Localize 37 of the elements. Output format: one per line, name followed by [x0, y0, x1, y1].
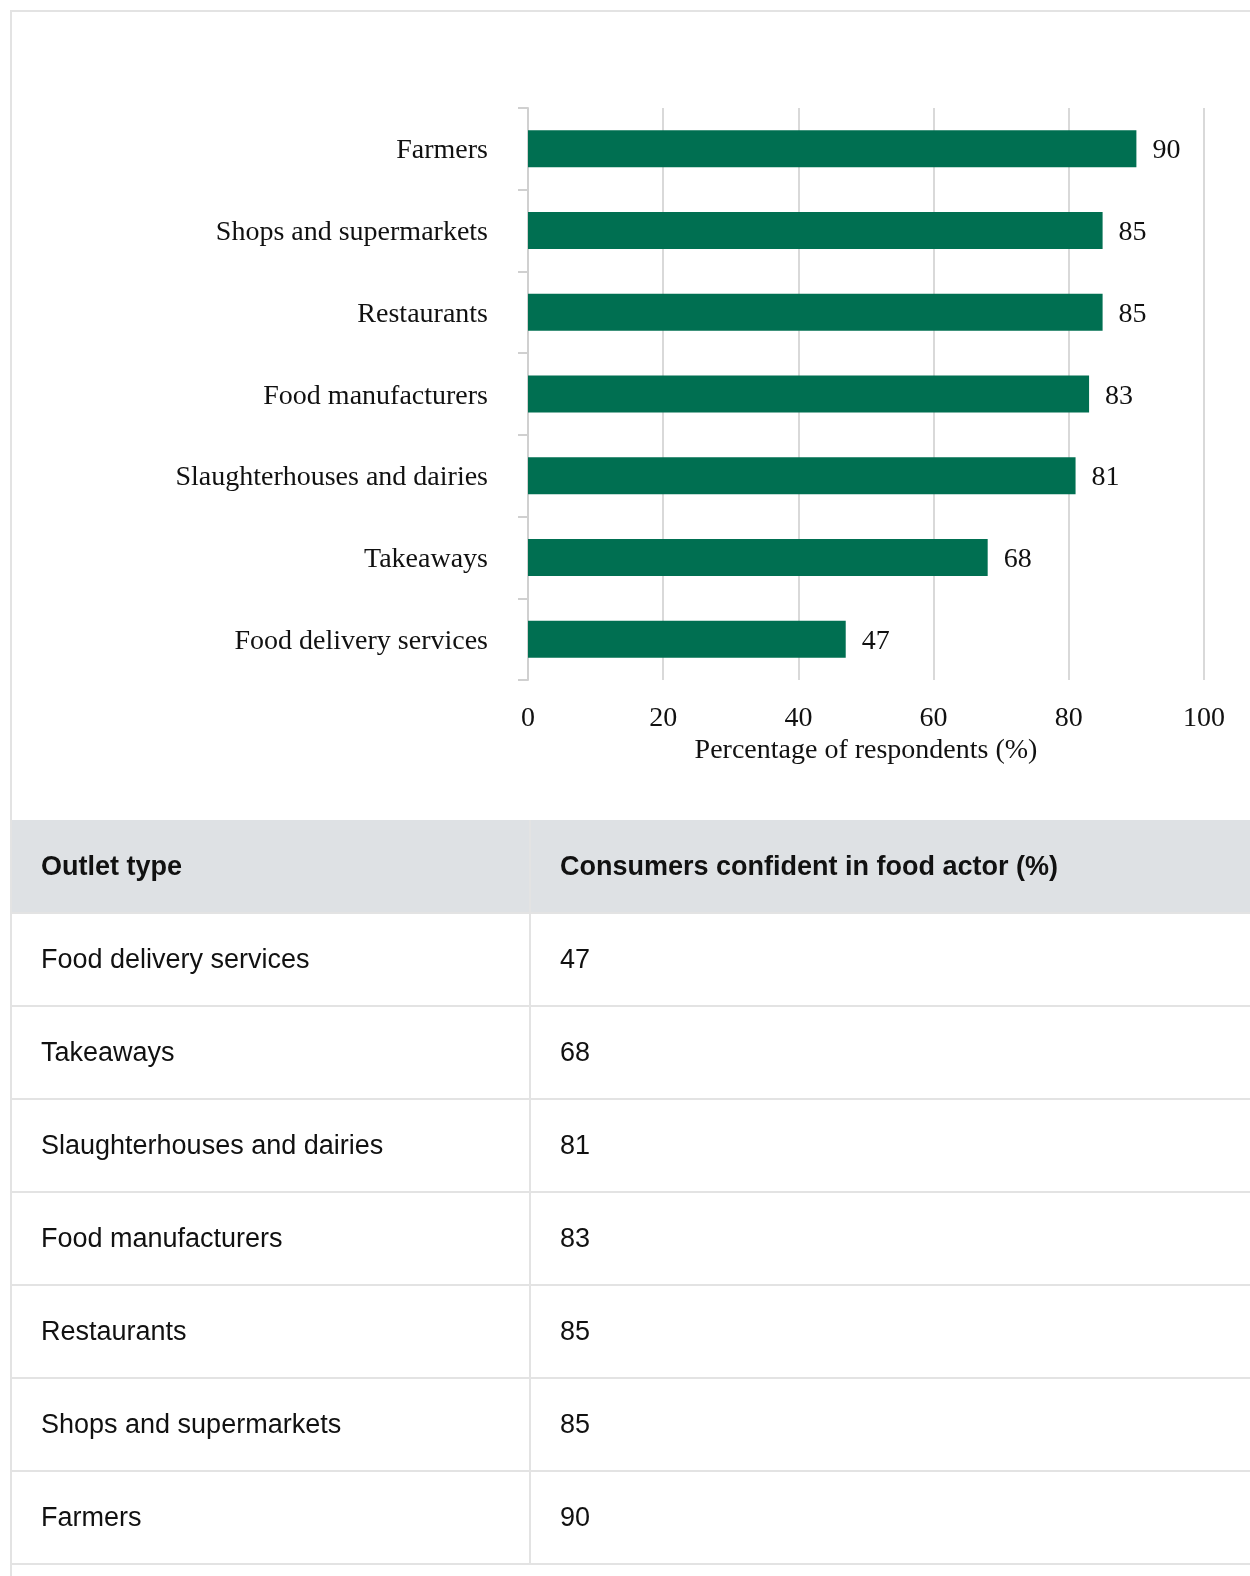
- data-label: 68: [530, 1006, 1250, 1099]
- y-tick-label: Shops and supermarkets: [215, 215, 488, 247]
- x-tick-label: 20: [649, 700, 678, 732]
- data-label: 85: [530, 1378, 1250, 1471]
- data-label: 83: [530, 1192, 1250, 1285]
- y-tick-label: Slaughterhouses and dairies: [175, 460, 488, 492]
- x-tick-label: 100: [1183, 700, 1225, 732]
- x-tick-label: 0: [521, 700, 535, 732]
- data-label: 90: [1152, 133, 1181, 165]
- bar: [528, 293, 1103, 331]
- data-label: 83: [1105, 378, 1134, 410]
- data-label: 85: [530, 1285, 1250, 1378]
- data-label: 85: [1118, 296, 1147, 328]
- data-label: 68: [1003, 541, 1032, 573]
- bar: [528, 457, 1076, 495]
- x-tick-label: 60: [919, 700, 948, 732]
- bar: [528, 375, 1090, 413]
- x-axis-title: Percentage of respondents (%): [694, 733, 1038, 765]
- data-label: 47: [530, 913, 1250, 1006]
- y-tick-label: Food delivery services: [234, 623, 488, 655]
- bar: [528, 130, 1137, 168]
- y-tick-label: Farmers: [396, 133, 488, 165]
- data-label: 85: [1118, 215, 1147, 247]
- bar: [528, 538, 988, 576]
- y-tick-label: Restaurants: [357, 296, 488, 328]
- x-tick-label: 40: [784, 700, 813, 732]
- text: Outlet type: [12, 820, 530, 913]
- data-label: 81: [1091, 460, 1120, 492]
- y-tick-label: Takeaways: [364, 541, 488, 573]
- x-tick-label: 80: [1054, 700, 1083, 732]
- bar: [528, 620, 846, 658]
- data-label: 47: [861, 623, 890, 655]
- bar: [528, 212, 1103, 250]
- data-label: 90: [530, 1471, 1250, 1564]
- text: Consumers confident in food actor (%): [530, 820, 1250, 913]
- data-label: 81: [530, 1099, 1250, 1192]
- y-tick-label: Food manufacturers: [263, 378, 488, 410]
